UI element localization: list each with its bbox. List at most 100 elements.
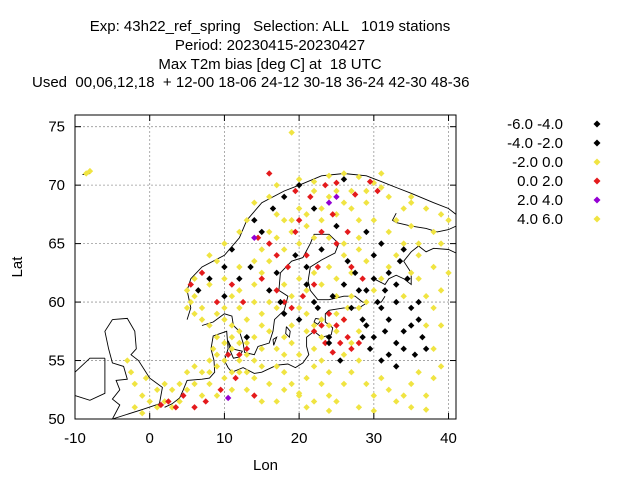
data-point	[221, 357, 228, 364]
y-tick-label: 70	[48, 177, 65, 194]
data-point	[385, 351, 392, 358]
data-point	[329, 293, 336, 300]
legend-marker	[593, 158, 601, 166]
legend-label: -6.0 -4.0	[507, 116, 563, 133]
legend-label: 4.0 6.0	[517, 211, 563, 228]
data-point	[288, 339, 295, 347]
data-point	[258, 398, 265, 405]
data-point	[333, 187, 340, 195]
data-point	[333, 211, 340, 218]
data-point	[318, 322, 325, 329]
data-point	[333, 193, 340, 201]
data-point	[224, 351, 232, 358]
data-point	[280, 217, 288, 224]
data-point	[318, 380, 325, 388]
data-point	[310, 328, 318, 335]
data-point	[422, 293, 430, 300]
data-point	[307, 193, 314, 201]
data-point	[430, 374, 437, 382]
data-point	[303, 263, 310, 271]
data-point	[400, 246, 407, 253]
coastline-map	[74, 173, 457, 420]
data-point	[400, 293, 407, 300]
data-point	[407, 404, 415, 411]
data-point	[393, 252, 400, 259]
data-point	[370, 287, 378, 294]
data-point	[191, 380, 198, 388]
data-point	[176, 398, 183, 405]
data-point	[348, 293, 355, 300]
data-point	[168, 386, 176, 393]
data-point	[266, 328, 273, 335]
data-point	[251, 298, 258, 306]
data-point	[445, 217, 452, 224]
data-point	[198, 269, 206, 277]
data-point	[378, 170, 385, 177]
data-point	[198, 369, 206, 376]
data-point	[363, 257, 370, 265]
data-point	[157, 401, 165, 409]
coastline-segment	[285, 326, 291, 339]
data-point	[325, 263, 333, 271]
data-point	[295, 390, 303, 397]
data-point	[415, 252, 422, 259]
plot-frame	[74, 114, 457, 420]
chart-title-line-4: Used 00,06,12,18 + 12-00 18-06 24-12 30-…	[32, 74, 470, 91]
data-point	[363, 298, 370, 306]
data-point	[243, 351, 251, 358]
data-point	[183, 287, 191, 294]
data-point	[273, 304, 280, 312]
data-point	[419, 333, 426, 341]
y-tick-label: 60	[48, 294, 65, 311]
data-point	[86, 167, 94, 175]
data-point	[236, 304, 243, 312]
data-point	[295, 217, 303, 224]
data-point	[213, 333, 221, 341]
data-point	[295, 304, 303, 312]
data-point	[236, 369, 243, 376]
data-point	[206, 357, 213, 364]
data-point	[303, 328, 310, 335]
data-point	[318, 333, 325, 341]
data-point	[198, 316, 206, 323]
data-point	[131, 404, 138, 411]
data-point	[280, 351, 288, 358]
data-point	[333, 310, 340, 317]
data-point	[172, 404, 180, 411]
data-point	[355, 328, 363, 335]
data-point	[299, 293, 307, 300]
data-point	[385, 228, 392, 236]
data-point	[195, 287, 202, 294]
coastline-segment	[373, 245, 457, 286]
data-point	[378, 374, 385, 382]
data-point	[236, 339, 243, 347]
data-point	[127, 369, 135, 376]
data-point	[288, 322, 295, 329]
data-point	[325, 310, 333, 317]
data-point	[303, 374, 310, 382]
y-axis-label: Lat	[9, 256, 26, 278]
data-point	[236, 351, 243, 358]
data-point	[310, 322, 318, 329]
data-point	[251, 281, 258, 288]
data-point	[333, 240, 340, 247]
data-point	[228, 246, 236, 253]
data-point	[318, 281, 325, 288]
data-point	[206, 322, 213, 329]
data-point	[310, 398, 318, 405]
data-point	[124, 357, 131, 364]
data-point	[191, 275, 198, 282]
data-point	[273, 252, 280, 259]
data-point	[251, 392, 258, 399]
axis-ticks: -10 0 10 20 30 40 50 55 60 65 70 75	[48, 115, 457, 447]
data-point	[415, 298, 422, 306]
data-point	[295, 176, 303, 183]
data-point	[355, 234, 363, 241]
data-point	[359, 275, 366, 282]
data-point	[280, 333, 288, 341]
data-point	[411, 351, 419, 358]
legend-label: 0.0 2.0	[517, 173, 563, 190]
x-tick-label: 40	[440, 430, 457, 447]
data-point	[325, 339, 333, 347]
data-point	[183, 386, 191, 393]
